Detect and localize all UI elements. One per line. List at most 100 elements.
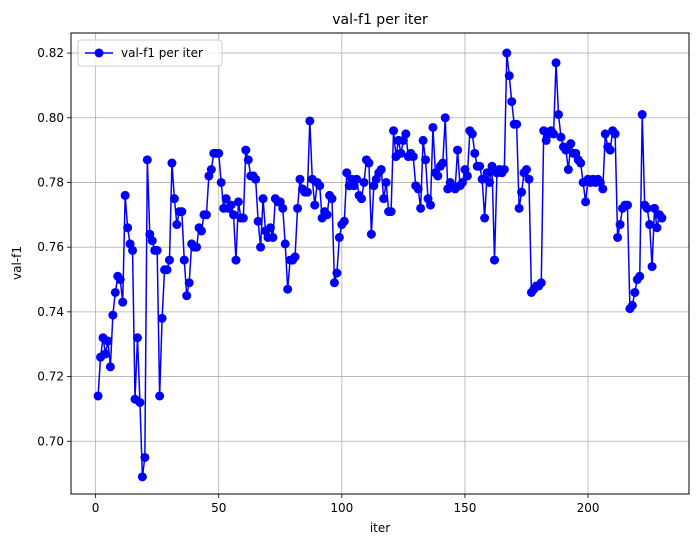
data-point	[364, 159, 373, 168]
data-point	[268, 233, 277, 242]
data-point	[515, 204, 524, 213]
data-point	[335, 233, 344, 242]
data-point	[566, 139, 575, 148]
y-tick-label: 0.70	[37, 434, 64, 448]
legend-marker-swatch	[95, 49, 104, 58]
data-point	[414, 184, 423, 193]
data-point	[426, 201, 435, 210]
data-point	[94, 391, 103, 400]
x-axis-title: iter	[370, 521, 390, 535]
data-point	[453, 146, 462, 155]
data-point	[135, 398, 144, 407]
data-point	[256, 243, 265, 252]
data-point	[108, 311, 117, 320]
data-point	[598, 184, 607, 193]
data-point	[315, 181, 324, 190]
data-point	[382, 178, 391, 187]
data-point	[182, 291, 191, 300]
data-point	[303, 188, 312, 197]
data-point	[505, 71, 514, 80]
data-point	[360, 178, 369, 187]
data-point	[367, 230, 376, 239]
plot-area-frame	[71, 33, 689, 494]
data-point	[167, 159, 176, 168]
data-point	[239, 214, 248, 223]
data-point	[638, 110, 647, 119]
x-tick-label: 50	[211, 501, 226, 515]
data-point	[635, 272, 644, 281]
x-tick-label: 200	[577, 501, 600, 515]
data-point	[266, 223, 275, 232]
data-point	[305, 116, 314, 125]
data-point	[419, 136, 428, 145]
data-point	[657, 214, 666, 223]
data-point	[155, 391, 164, 400]
data-point	[101, 349, 110, 358]
data-point	[441, 113, 450, 122]
legend: val-f1 per iter	[78, 40, 222, 66]
data-point	[330, 278, 339, 287]
data-point	[556, 133, 565, 142]
grid	[71, 33, 689, 494]
data-point	[241, 146, 250, 155]
data-point	[148, 236, 157, 245]
series-line	[98, 53, 662, 477]
x-tick-label: 100	[330, 501, 353, 515]
data-point	[103, 336, 112, 345]
data-point	[170, 194, 179, 203]
data-point	[576, 159, 585, 168]
data-point	[470, 149, 479, 158]
data-point	[332, 269, 341, 278]
data-point	[231, 256, 240, 265]
data-point	[485, 178, 494, 187]
data-point	[217, 178, 226, 187]
data-point	[327, 194, 336, 203]
data-point	[522, 165, 531, 174]
data-point	[433, 171, 442, 180]
data-point	[409, 152, 418, 161]
data-point	[278, 204, 287, 213]
x-tick-label: 150	[453, 501, 476, 515]
data-point	[517, 188, 526, 197]
data-point	[630, 288, 639, 297]
data-point	[438, 159, 447, 168]
data-point	[323, 210, 332, 219]
data-point	[611, 129, 620, 138]
data-point	[537, 278, 546, 287]
y-tick-label: 0.74	[37, 305, 64, 319]
data-point	[123, 223, 132, 232]
data-point	[165, 256, 174, 265]
data-point	[111, 288, 120, 297]
data-point	[214, 149, 223, 158]
y-tick-label: 0.82	[37, 46, 64, 60]
data-point	[357, 194, 366, 203]
y-tick-label: 0.78	[37, 175, 64, 189]
data-point	[158, 314, 167, 323]
data-point	[163, 265, 172, 274]
data-point	[293, 204, 302, 213]
data-point	[340, 217, 349, 226]
data-point	[177, 207, 186, 216]
data-point	[480, 214, 489, 223]
x-axis: 0 50 100 150 200	[92, 494, 600, 515]
data-point	[180, 256, 189, 265]
data-point	[192, 243, 201, 252]
x-tick-label: 0	[92, 501, 100, 515]
data-point	[468, 129, 477, 138]
data-point	[502, 49, 511, 58]
y-tick-label: 0.72	[37, 370, 64, 384]
data-point	[128, 246, 137, 255]
data-point	[244, 155, 253, 164]
data-point	[581, 197, 590, 206]
data-point	[613, 233, 622, 242]
data-point	[652, 223, 661, 232]
data-point	[143, 155, 152, 164]
series-layer	[94, 49, 667, 482]
data-point	[234, 197, 243, 206]
legend-label: val-f1 per iter	[121, 46, 203, 60]
data-point	[118, 298, 127, 307]
data-point	[490, 256, 499, 265]
data-point	[377, 165, 386, 174]
data-point	[463, 171, 472, 180]
